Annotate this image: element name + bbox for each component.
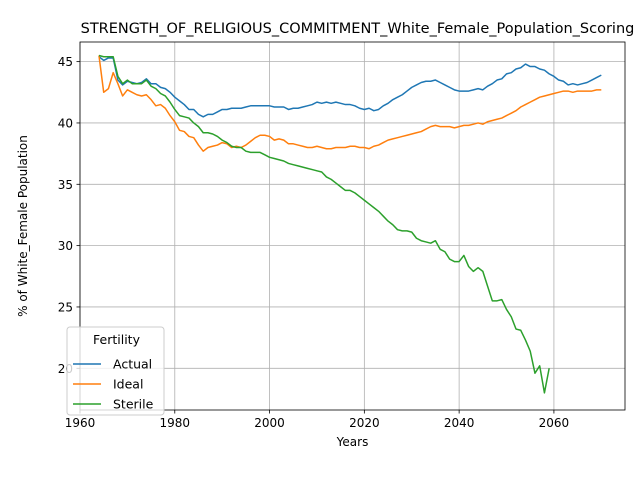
series-line-sterile (98, 54, 550, 394)
series-lines (98, 54, 602, 394)
x-tick-label: 2060 (539, 416, 570, 430)
y-tick-label: 40 (58, 116, 73, 130)
grid-lines (79, 42, 625, 410)
legend-box (66, 326, 165, 416)
series-line-ideal (98, 55, 602, 152)
chart-title: STRENGTH_OF_RELIGIOUS_COMMITMENT_White_F… (81, 21, 635, 37)
legend-label-sterile: Sterile (113, 397, 154, 412)
series-line-actual (98, 56, 602, 118)
y-tick-label: 45 (58, 55, 73, 69)
y-axis-label: % of White_Female Population (16, 135, 30, 317)
x-tick-label: 2040 (444, 416, 475, 430)
legend-label-ideal: Ideal (113, 377, 143, 392)
x-tick-label: 2000 (254, 416, 285, 430)
plot-frame (79, 41, 626, 411)
x-tick-label: 1980 (160, 416, 191, 430)
x-tick-label: 1960 (65, 416, 96, 430)
y-tick-label: 25 (58, 300, 73, 314)
legend: Fertility Actual Ideal Sterile (66, 326, 165, 416)
y-tick-label: 30 (58, 239, 73, 253)
x-tick-label: 2020 (349, 416, 380, 430)
legend-title: Fertility (93, 332, 141, 347)
legend-label-actual: Actual (113, 357, 152, 372)
x-axis-label: Years (336, 435, 369, 449)
y-tick-label: 35 (58, 178, 73, 192)
